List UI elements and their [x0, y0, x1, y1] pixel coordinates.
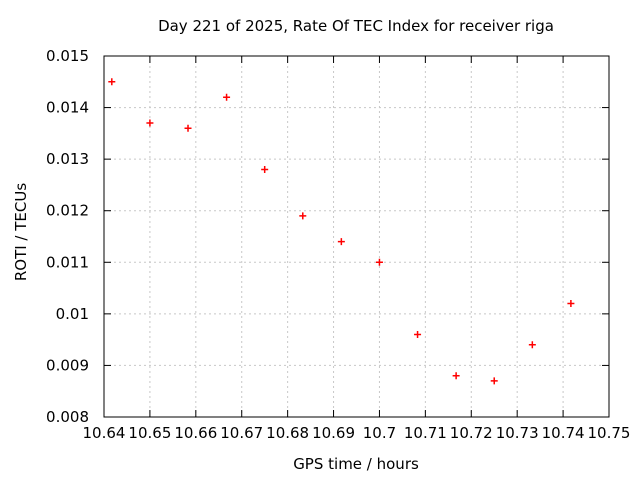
x-axis-label: GPS time / hours — [293, 455, 419, 473]
data-point-marker — [452, 372, 460, 380]
y-tick-label: 0.009 — [46, 356, 89, 374]
data-point-marker — [528, 341, 536, 349]
data-point-marker — [337, 238, 345, 246]
x-tick-label: 10.68 — [266, 424, 309, 442]
x-tick-label: 10.67 — [220, 424, 263, 442]
y-tick-label: 0.008 — [46, 408, 89, 426]
data-point-marker — [375, 258, 383, 266]
data-point-marker — [414, 330, 422, 338]
data-point-marker — [184, 124, 192, 132]
data-point-marker — [567, 300, 575, 308]
x-tick-label: 10.65 — [128, 424, 171, 442]
y-tick-label: 0.012 — [46, 202, 89, 220]
x-tick-label: 10.7 — [363, 424, 396, 442]
y-axis-label: ROTI / TECUs — [12, 183, 30, 281]
x-tick-label: 10.69 — [312, 424, 355, 442]
plot-border — [103, 55, 610, 418]
y-tick-label: 0.01 — [56, 305, 89, 323]
data-point-marker — [490, 377, 498, 385]
y-tick-label: 0.015 — [46, 47, 89, 65]
x-tick-label: 10.64 — [83, 424, 126, 442]
data-point-marker — [146, 119, 154, 127]
data-point-marker — [108, 78, 116, 86]
plot-layer: 10.64 10.65 10.66 10.67 10.68 10.69 10.7 10.71 1… — [46, 47, 630, 442]
y-tick-label: 0.011 — [46, 253, 89, 271]
x-tick-label: 10.71 — [404, 424, 447, 442]
x-tick-label: 10.72 — [450, 424, 493, 442]
data-point-marker — [223, 93, 231, 101]
data-point-marker — [261, 165, 269, 173]
x-tick-label: 10.75 — [588, 424, 631, 442]
data-point-marker — [299, 212, 307, 220]
y-tick-label: 0.013 — [46, 150, 89, 168]
chart-title: Day 221 of 2025, Rate Of TEC Index for r… — [158, 17, 554, 35]
x-tick-label: 10.74 — [542, 424, 585, 442]
y-tick-label: 0.014 — [46, 99, 89, 117]
x-tick-label: 10.66 — [174, 424, 217, 442]
x-tick-label: 10.73 — [496, 424, 539, 442]
